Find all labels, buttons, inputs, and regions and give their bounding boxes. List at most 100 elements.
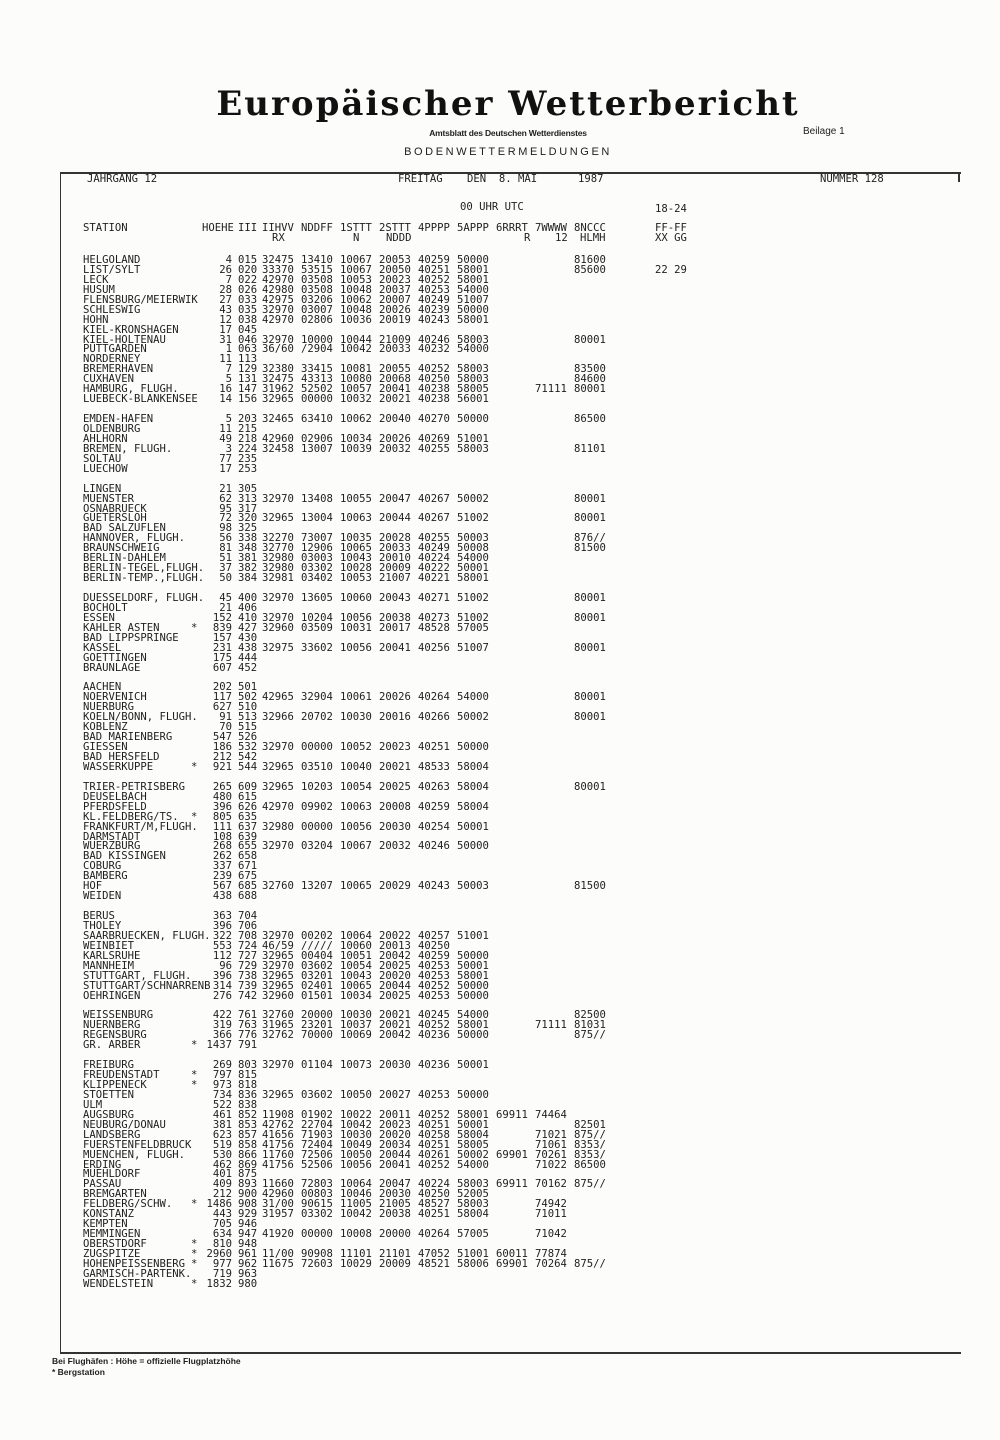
group-nccc8: 875// [574,1257,606,1270]
station-name: FELDBERG/SCHW. [83,1198,173,1211]
group-sttt1: 10056 [340,1158,372,1171]
group-sttt1: 10065 [340,880,372,893]
group-sttt1: 10042 [340,343,372,356]
table-row: KIEL-KRONSHAGEN 17 045 [0,324,1000,335]
group-iihvv: 32380 [262,363,294,376]
group-nddff: 20702 [301,711,333,724]
group-nddff: 13207 [301,880,333,893]
station-index: 866 [238,1148,258,1161]
station-height: 91 [219,711,232,724]
station-height: 56 [219,532,232,545]
table-row: KLIPPENECK * 973 818 [0,1079,1000,1092]
table-row: KIEL-HOLTENAU 31 046 32970 10000 10044 21009 40… [0,334,1000,345]
table-row: BREMGARTEN 212 900 42960 00803 10046 20030 4025… [0,1188,1000,1201]
group-sttt1: 10056 [340,820,372,833]
station-name: LINGEN [83,482,122,495]
station-height: 409 [212,1178,232,1191]
station-index: 348 [238,542,258,555]
group-nccc8: 84600 [574,373,606,386]
table-row: KARLSRUHE 112 727 32965 00404 10051 20042 40259… [0,949,1000,962]
group-nddff: 72506 [301,1148,333,1161]
station-index: 836 [238,1088,258,1101]
group-nddff: 01902 [301,1108,333,1121]
station-height: 462 [212,1158,232,1171]
group-nddff: /2904 [301,343,333,356]
group-sttt2: 20009 [379,562,411,575]
group-nccc8: 8353/ [574,1148,606,1161]
station-name: REGENSBURG [83,1029,147,1042]
group-sttt2: 20053 [379,254,411,266]
issue-number: NUMMER 128 [820,173,884,185]
group-sttt1: 10073 [340,1059,372,1072]
station-name: WENDELSTEIN [83,1277,154,1290]
station-height: 212 [212,1188,232,1201]
station-name: LUECHOW [83,462,128,475]
group-pppp4: 40251 [418,1138,450,1151]
station-name: WUERZBURG [83,840,141,853]
column-header-station: STATION [83,222,128,234]
group-iihvv: 32458 [262,442,294,455]
group-sttt1: 10036 [340,313,372,326]
station-index: 444 [238,651,258,664]
group-nddff: 00000 [301,820,333,833]
group-nddff: 03602 [301,1088,333,1101]
group-wwww7: 74464 [535,1108,567,1121]
group-sttt2: 20030 [379,820,411,833]
station-index: 615 [238,790,258,803]
table-row: DEUSELBACH 480 615 [0,790,1000,803]
station-name: DARMSTADT [83,830,141,843]
station-name: BERLIN-TEMP.,FLUGH. [83,572,205,585]
table-row: MUEHLDORF 401 875 [0,1169,1000,1180]
group-sttt2: 20017 [379,621,411,634]
station-index: 382 [238,562,258,575]
station-index: 502 [238,691,258,704]
station-name: KL.FELDBERG/TS. [83,810,179,823]
group-sttt2: 20038 [379,1208,411,1221]
station-height: 805 [212,810,232,823]
group-sttt1: 10057 [340,383,372,396]
group-iihvv: 41656 [262,1128,294,1141]
station-name: WEINBIET [83,939,135,952]
station-name: BERLIN-DAHLEM [83,552,166,565]
group-appp5: 50001 [457,1059,489,1072]
station-index: 729 [238,959,258,972]
group-pppp4: 40258 [418,1128,450,1141]
group-nddff: 03508 [301,273,333,286]
group-sttt2: 20000 [379,1228,411,1241]
mountain-station-marker: * [191,1079,198,1092]
group-sttt1: 10051 [340,949,372,962]
station-height: 2960 [206,1248,232,1260]
group-pppp4: 40221 [418,572,450,585]
group-pppp4: 40252 [418,363,450,376]
station-height: 4 [225,254,232,266]
group-nddff: 73007 [301,532,333,545]
station-index: 544 [238,760,258,773]
group-sttt2: 20009 [379,1257,411,1270]
station-height: 567 [212,880,232,893]
group-iihvv: 32762 [262,1029,294,1042]
station-index: 961 [238,1248,258,1260]
group-appp5: 58005 [457,383,489,396]
group-appp5: 50002 [457,711,489,724]
group-pppp4: 40246 [418,840,450,853]
group-pppp4: 40253 [418,989,450,1002]
table-row: FREIBURG 269 803 32970 01104 10073 20030 40236 5… [0,1059,1000,1072]
station-height: 231 [212,641,232,654]
station-index: 893 [238,1178,258,1191]
station-name: MANNHEIM [83,959,135,972]
group-iihvv: 31/00 [262,1198,294,1211]
group-nddff: 03302 [301,1208,333,1221]
group-nccc8: 81500 [574,880,606,893]
station-height: 973 [212,1079,232,1092]
station-name: MEMMINGEN [83,1228,141,1241]
station-index: 738 [238,969,258,982]
group-iihvv: 42970 [262,273,294,286]
station-height: 553 [212,939,232,952]
group-nddff: 03003 [301,552,333,565]
group-iihvv: 32770 [262,542,294,555]
station-name: LECK [83,273,109,286]
group-pppp4: 40251 [418,741,450,754]
group-sttt2: 20041 [379,1158,411,1171]
group-appp5: 51001 [457,929,489,942]
table-row: KONSTANZ 443 929 31957 03302 10042 20038 40251 5… [0,1208,1000,1221]
